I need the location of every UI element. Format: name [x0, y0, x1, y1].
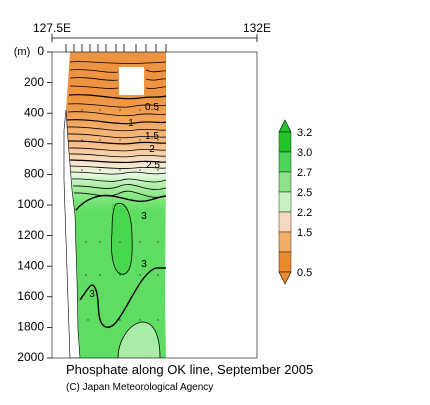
contour-label-2: 2	[149, 144, 155, 155]
light-green-pocket	[118, 322, 160, 358]
colorbar-swatch	[278, 171, 292, 193]
contour-label-2-5: 2.5	[146, 160, 160, 171]
credit-text: (C) Japan Meteorological Agency	[66, 382, 213, 393]
y-tick-label: 1000	[17, 197, 44, 211]
y-tick-label: 200	[24, 75, 44, 89]
station-ticks	[65, 44, 167, 52]
colorbar-swatch	[278, 211, 292, 233]
colorbar-label: 2.5	[297, 187, 312, 199]
contour-lines-deep	[75, 194, 167, 358]
contour-label-3-b: 3	[141, 259, 147, 270]
colorbar-label: 3.0	[297, 147, 312, 159]
colorbar-swatch	[278, 191, 292, 213]
colorbar: 3.2 3.0 2.7 2.5 2.2 1.5 0.5	[278, 119, 312, 285]
y-tick-label: 2000	[17, 350, 44, 364]
contour-labels: 0.5 1 1.5 2 2.5 3 3 3	[89, 102, 160, 300]
y-tick-label: 0	[37, 44, 44, 58]
y-axis: 0 200 400 600 800 1000 1200 1400 1600 1800 2000	[17, 44, 52, 364]
section-fill	[63, 52, 167, 358]
y-tick-label: 1400	[17, 258, 44, 272]
y-tick-label: 1600	[17, 289, 44, 303]
colorbar-swatch	[278, 231, 292, 253]
y-tick-label: 800	[24, 167, 44, 181]
contour-lines-upper	[66, 61, 167, 198]
bottom-topography	[63, 109, 81, 358]
missing-data-box	[119, 67, 144, 95]
contour-label-0-5: 0.5	[145, 102, 159, 113]
colorbar-label: 3.2	[297, 127, 312, 139]
deep-green-core	[111, 203, 133, 276]
colorbar-min-arrow	[278, 271, 292, 285]
colorbar-swatch	[278, 151, 292, 173]
colorbar-label: 0.5	[297, 267, 312, 279]
x-tick-label-right: 132E	[243, 21, 271, 35]
contour-label-3-c: 3	[89, 289, 95, 300]
sample-dots	[81, 109, 159, 321]
contour-label-1-5: 1.5	[145, 131, 159, 142]
contour-label-1: 1	[128, 118, 134, 129]
y-axis-label: (m)	[14, 46, 31, 58]
y-tick-label: 1200	[17, 228, 44, 242]
x-tick-label-left: 127.5E	[33, 21, 71, 35]
top-axis	[51, 34, 258, 42]
colorbar-label: 1.5	[297, 227, 312, 239]
y-tick-label: 600	[24, 136, 44, 150]
contour-label-3-a: 3	[141, 211, 147, 222]
colorbar-label: 2.7	[297, 167, 312, 179]
colorbar-label: 2.2	[297, 207, 312, 219]
colorbar-swatch	[278, 251, 292, 273]
y-tick-label: 400	[24, 105, 44, 119]
colorbar-max-arrow	[278, 119, 292, 133]
y-tick-label: 1800	[17, 320, 44, 334]
chart-title: Phosphate along OK line, September 2005	[66, 362, 313, 377]
colorbar-swatch	[278, 131, 292, 153]
